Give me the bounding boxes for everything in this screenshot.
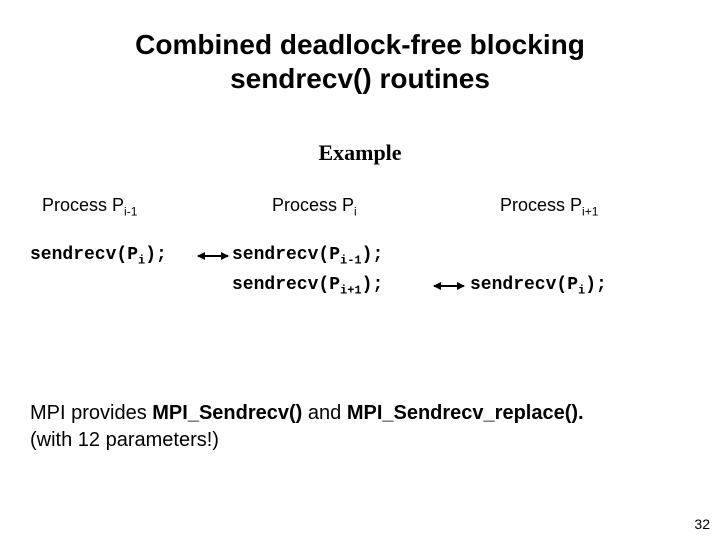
title-line-1: Combined deadlock-free blocking — [135, 29, 585, 60]
code-pre: sendrecv(P — [232, 275, 340, 295]
process-prefix: Process P — [272, 195, 354, 215]
double-arrow-icon — [434, 285, 464, 287]
process-prefix: Process P — [500, 195, 582, 215]
body-fn1: MPI_Sendrecv() — [152, 402, 302, 424]
code-mid-row1: sendrecv(Pi-1); — [232, 245, 383, 268]
process-subscript: i — [354, 205, 357, 219]
process-label-mid: Process Pi — [272, 195, 357, 219]
code-pre: sendrecv(P — [30, 245, 138, 265]
code-post: ); — [585, 275, 607, 295]
example-heading: Example — [0, 140, 720, 166]
body-mid: and — [302, 402, 346, 424]
slide: Combined deadlock-free blocking sendrecv… — [0, 0, 720, 540]
code-right-row2: sendrecv(Pi); — [470, 275, 607, 298]
process-subscript: i+1 — [582, 205, 598, 219]
code-sub: i-1 — [340, 254, 362, 268]
body-fn2: MPI_Sendrecv_replace(). — [347, 402, 584, 424]
page-number: 32 — [694, 516, 710, 532]
slide-title: Combined deadlock-free blocking sendrecv… — [0, 28, 720, 95]
body-text: MPI provides MPI_Sendrecv() and MPI_Send… — [30, 400, 690, 454]
double-arrow-icon — [198, 255, 228, 257]
process-prefix: Process P — [42, 195, 124, 215]
process-label-right: Process Pi+1 — [500, 195, 598, 219]
process-subscript: i-1 — [124, 205, 137, 219]
body-line2: (with 12 parameters!) — [30, 429, 219, 451]
code-mid-row2: sendrecv(Pi+1); — [232, 275, 383, 298]
body-lead: MPI provides — [30, 402, 152, 424]
code-post: ); — [145, 245, 167, 265]
code-left-row1: sendrecv(Pi); — [30, 245, 167, 268]
code-sub: i+1 — [340, 284, 362, 298]
process-label-left: Process Pi-1 — [42, 195, 137, 219]
code-pre: sendrecv(P — [470, 275, 578, 295]
code-post: ); — [362, 275, 384, 295]
title-line-2: sendrecv() routines — [230, 63, 490, 94]
code-post: ); — [362, 245, 384, 265]
code-pre: sendrecv(P — [232, 245, 340, 265]
